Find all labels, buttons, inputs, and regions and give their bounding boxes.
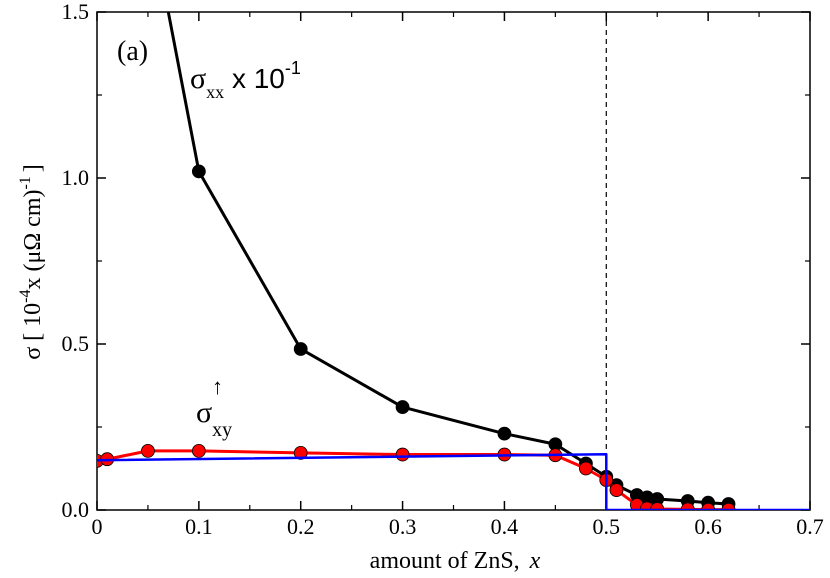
series-2 (97, 452, 810, 510)
series-layer (97, 12, 810, 510)
data-point (141, 444, 155, 458)
y-axis-label-mid: x (μΩ cm) (20, 190, 46, 290)
x-tick-label: 0.5 (593, 514, 621, 539)
sigma-xx-rest: x 10 (224, 63, 285, 94)
y-axis-label-suffix: ] (20, 164, 46, 172)
y-tick-label: 0.5 (62, 331, 90, 356)
data-point (395, 400, 410, 414)
data-point (191, 444, 206, 458)
x-tick-label: 0.1 (185, 514, 213, 539)
series-line (97, 452, 810, 510)
sigma-xy-sub: xy (212, 419, 232, 441)
x-axis-label-var: x (529, 548, 541, 574)
panel-label: (a) (117, 36, 148, 67)
x-tick-label: 0.7 (796, 514, 824, 539)
data-point (293, 342, 308, 356)
x-tick-label: 0 (92, 514, 103, 539)
x-axis-label-text: amount of ZnS, (370, 548, 520, 574)
data-point (497, 426, 512, 441)
x-axis-label: amount of ZnS, x (370, 548, 541, 574)
y-axis-label-exp: -4 (17, 290, 34, 303)
x-tick-labels: 0 0.1 0.2 0.3 0.4 0.5 0.6 0.7 (92, 514, 824, 539)
x-tick-label: 0.6 (694, 514, 722, 539)
sigma-xx-sub: xx (206, 82, 224, 102)
data-point (609, 483, 624, 497)
y-tick-label: 1.5 (62, 0, 90, 24)
y-tick-label: 1.0 (62, 165, 90, 190)
x-tick-label: 0.4 (491, 514, 519, 539)
data-point (293, 445, 308, 460)
data-point (395, 447, 410, 462)
y-tick-labels: 0.0 0.5 1.0 1.5 (62, 0, 90, 522)
data-point (579, 461, 593, 476)
sigma-xx-main: σ (190, 62, 206, 95)
sigma-xy-annotation: σxy (196, 396, 232, 441)
y-axis-label-exp2: -1 (17, 176, 34, 189)
sigma-xy-main: σ (196, 396, 212, 429)
sigma-xx-sup: -1 (285, 58, 301, 78)
data-point (191, 164, 206, 179)
sigma-xy-sup: ↑ (212, 374, 223, 399)
y-tick-label: 0.0 (62, 497, 90, 522)
x-tick-label: 0.3 (389, 514, 417, 539)
y-axis-label: σ [ 10-4x (μΩ cm)-1] (17, 164, 46, 360)
y-axis-label-prefix: σ [ 10 (20, 303, 46, 360)
sigma-xx-annotation: σxx x 10-1 (190, 58, 301, 102)
x-tick-label: 0.2 (287, 514, 315, 539)
series-1 (97, 444, 736, 510)
